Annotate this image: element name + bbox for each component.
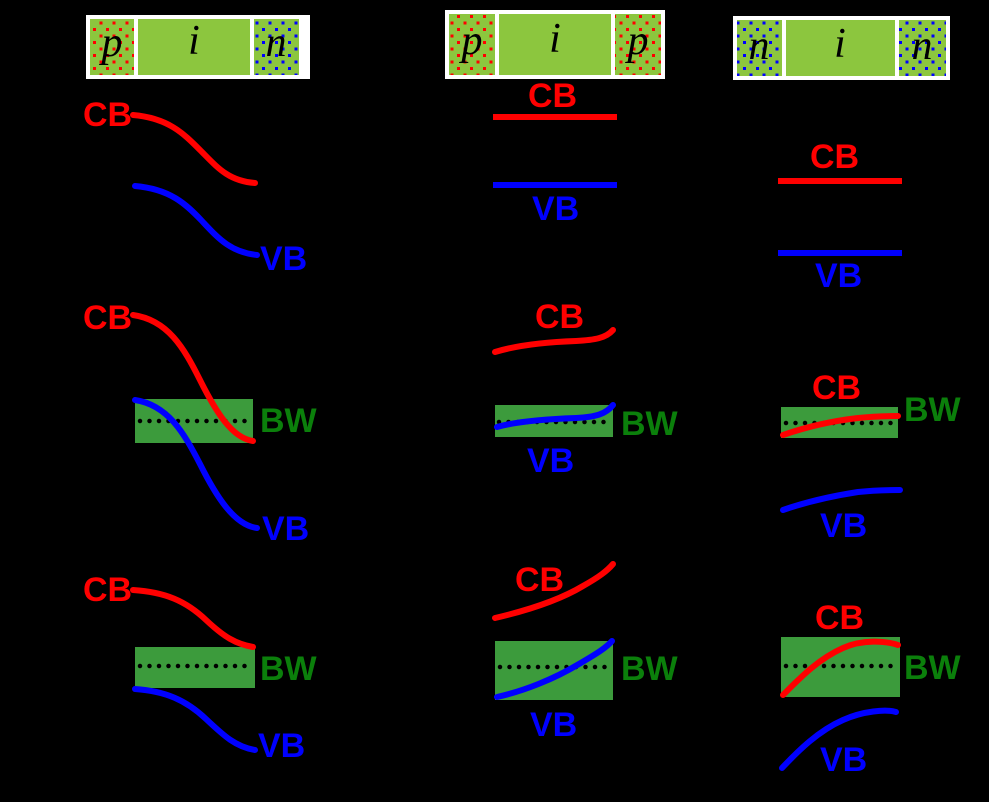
pin-segment-p-dots [90,19,134,75]
pip-letter-p-left: p [459,18,483,64]
pin-row2-band-diagram: CB BW VB [83,299,318,548]
cb-curve [492,561,616,621]
nin-segment-n-left-dots [737,20,782,76]
pip-segment-p-right-dots [615,14,661,75]
pin-row3-band-diagram: CB BW VB [83,571,318,765]
vb-label: VB [527,442,574,480]
vb-label: VB [532,190,579,228]
pip-segment-i [499,14,611,75]
cb-curve [780,413,901,438]
device-bar-pin: p i n [86,15,310,79]
bw-label: BW [904,649,962,687]
vb-label: VB [815,257,862,295]
vb-curve [132,183,260,258]
nin-letter-i: i [834,21,846,67]
cb-label: CB [83,299,132,337]
cb-label: CB [515,561,564,599]
pin-letter-i: i [188,18,200,64]
cb-curve [780,638,901,698]
vb-curve [132,686,258,753]
cb-curve [130,587,256,650]
vb-label: VB [820,507,867,545]
nin-letter-n-right: n [912,23,933,69]
bw-label: BW [904,391,962,429]
nin-letter-n-left: n [749,23,770,69]
pip-row2-band-diagram: CB BW VB [492,298,679,480]
bw-label: BW [621,650,679,688]
pin-segment-n-dots [254,19,299,75]
pip-segment-p-left-dots [449,14,495,75]
bw-label: BW [621,405,679,443]
cb-label: CB [815,599,864,637]
vb-label: VB [262,510,309,548]
nin-segment-n-right-dots [899,20,946,76]
pin-segment-i [138,19,250,75]
vb-curve [494,638,615,700]
vb-label: VB [260,240,307,278]
vb-label: VB [530,706,577,744]
nin-row1-band-diagram: CB VB [778,138,902,295]
cb-label: CB [83,571,132,609]
nin-segment-i [786,20,895,76]
pip-letter-p-right: p [625,18,649,64]
bw-label: BW [260,650,318,688]
pin-letter-n: n [266,20,287,66]
cb-label: CB [812,369,861,407]
cb-curve [130,112,258,186]
pip-letter-i: i [549,16,561,62]
vb-label: VB [820,741,867,779]
pip-row3-band-diagram: CB BW VB [492,561,679,744]
cb-label: CB [83,96,132,134]
bw-label: BW [260,402,318,440]
cb-curve [130,312,256,444]
cb-label: CB [810,138,859,176]
pip-row1-band-diagram: CB VB [493,77,617,228]
pin-letter-p: p [99,20,123,66]
pin-row1-band-diagram: CB VB [83,96,307,278]
vb-label: VB [258,727,305,765]
cb-label: CB [528,77,577,115]
vb-curve [494,402,616,430]
cb-label: CB [535,298,584,336]
nin-row3-band-diagram: CB BW VB [779,599,962,779]
device-bar-nin: n i n [733,16,950,80]
nin-row2-band-diagram: CB BW VB [780,369,962,545]
bw-box [135,647,255,688]
vb-curve [132,397,260,531]
device-bar-pip: p i p [445,10,665,79]
vb-curve [779,707,899,771]
vb-curve [780,487,903,513]
cb-curve [492,327,616,355]
